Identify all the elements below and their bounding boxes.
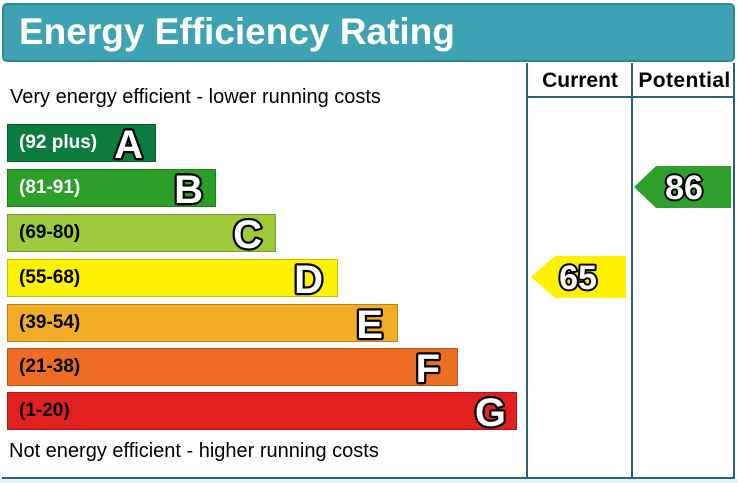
svg-text:A: A	[114, 123, 143, 167]
svg-text:F: F	[416, 347, 440, 391]
svg-text:86: 86	[665, 169, 703, 207]
svg-text:B: B	[174, 168, 203, 212]
svg-text:G: G	[475, 391, 506, 435]
svg-text:E: E	[356, 303, 383, 347]
svg-text:D: D	[294, 258, 323, 302]
svg-text:C: C	[233, 213, 262, 257]
svg-text:65: 65	[559, 259, 597, 297]
